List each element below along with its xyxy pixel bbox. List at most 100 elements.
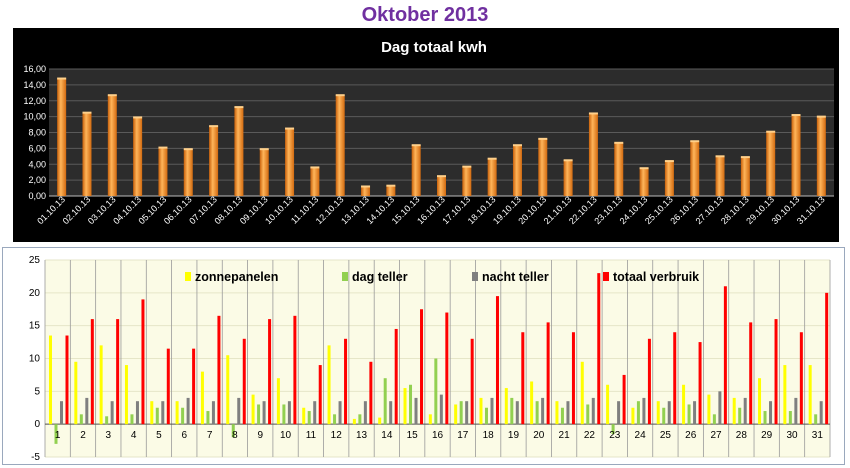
bar-nacht_teller (642, 397, 646, 425)
y-tick-label: 0,00 (28, 191, 46, 201)
bar (437, 176, 446, 196)
bar-totaal_verbruik (571, 332, 575, 425)
x-tick-label: 26 (685, 430, 697, 441)
bar (563, 160, 573, 196)
bar-totaal_verbruik (90, 319, 94, 425)
bar-cap (664, 160, 674, 163)
bar-zonnepanelen (124, 365, 128, 425)
x-tick-label: 28 (736, 430, 748, 441)
daily-total-chart: Dag totaal kwh 0,00 2,00 4,00 6,00 8,00 10,00… (13, 28, 839, 242)
bar-totaal_verbruik (521, 332, 525, 425)
bar-totaal_verbruik (344, 338, 348, 425)
bar-nacht_teller (313, 401, 317, 425)
bar-nacht_teller (718, 391, 722, 425)
bar-dag_teller (358, 414, 362, 425)
bar-dag_teller (130, 414, 134, 425)
bar-totaal_verbruik (749, 322, 753, 425)
y-tick-label: -5 (31, 452, 40, 463)
bar-dag_teller (662, 407, 666, 425)
y-tick-label: 25 (29, 255, 41, 266)
bar-dag_teller (181, 407, 185, 425)
bar-nacht_teller (110, 401, 114, 425)
legend-label-nacht_teller: nacht teller (482, 270, 549, 284)
x-tick-label: 16 (432, 430, 444, 441)
y-tick-label: 14,00 (23, 80, 46, 90)
bar-nacht_teller (287, 401, 291, 425)
bar-zonnepanelen (378, 417, 382, 425)
bar-cap (259, 148, 269, 151)
bar-dag_teller (636, 401, 640, 425)
x-tick-label: 24 (635, 430, 647, 441)
x-tick-label: 19 (508, 430, 520, 441)
bar-nacht_teller (617, 401, 621, 425)
bar-zonnepanelen (479, 397, 483, 425)
bar-dag_teller (409, 384, 413, 425)
x-tick-label: 14 (381, 430, 393, 441)
bar (285, 128, 295, 196)
bar-nacht_teller (85, 397, 89, 425)
bar-totaal_verbruik (698, 342, 702, 425)
y-tick-label: 2,00 (28, 175, 46, 185)
bar-totaal_verbruik (268, 319, 272, 425)
bar-totaal_verbruik (192, 348, 196, 425)
bar-dag_teller (687, 404, 691, 425)
x-tick-label: 8 (232, 430, 238, 441)
bar-dag_teller (535, 401, 539, 425)
bar (816, 116, 826, 196)
bar (690, 141, 700, 196)
bar-cap (361, 185, 371, 188)
bar (335, 95, 345, 196)
legend-label-totaal_verbruik: totaal verbruik (613, 270, 699, 284)
bar-zonnepanelen (175, 401, 179, 425)
bar-nacht_teller (819, 401, 823, 425)
bar-zonnepanelen (555, 401, 559, 425)
bar-zonnepanelen (200, 371, 204, 425)
bar-zonnepanelen (631, 407, 635, 425)
bar-totaal_verbruik (217, 315, 221, 425)
y-tick-label: 20 (29, 288, 41, 299)
bar (183, 149, 193, 196)
bar (209, 126, 219, 196)
bar-totaal_verbruik (774, 319, 778, 425)
bar-cap (512, 144, 522, 147)
bar (259, 149, 269, 196)
bar-zonnepanelen (783, 365, 787, 425)
bar-nacht_teller (566, 401, 570, 425)
x-tick-label: 27 (710, 430, 722, 441)
bar-nacht_teller (769, 401, 773, 425)
bar-zonnepanelen (99, 345, 103, 425)
bar (639, 168, 649, 196)
bar-nacht_teller (389, 401, 393, 425)
bar-cap (462, 165, 472, 168)
bar-totaal_verbruik (647, 338, 651, 425)
bar-totaal_verbruik (825, 292, 829, 425)
bar (766, 131, 776, 196)
bar-totaal_verbruik (318, 365, 322, 425)
y-tick-label: 0 (34, 419, 40, 430)
bar-dag_teller (383, 378, 387, 425)
bar-dag_teller (560, 407, 564, 425)
bar-cap (639, 167, 649, 170)
bar-cap (285, 127, 295, 130)
x-tick-label: 3 (106, 430, 112, 441)
x-tick-label: 2 (80, 430, 86, 441)
bar-zonnepanelen (226, 355, 230, 425)
bar (614, 142, 624, 196)
y-tick-label: 16,00 (23, 64, 46, 74)
bar-dag_teller (307, 411, 311, 425)
y-tick-label: 12,00 (23, 96, 46, 106)
bar-totaal_verbruik (470, 338, 474, 425)
bar (361, 186, 371, 196)
bar-zonnepanelen (74, 361, 78, 425)
bar-cap (588, 112, 598, 115)
bar-cap (183, 148, 193, 151)
bar-cap (563, 159, 573, 162)
bar-nacht_teller (591, 397, 595, 425)
bar-nacht_teller (490, 397, 494, 425)
bar (386, 185, 396, 196)
bar-zonnepanelen (656, 401, 660, 425)
bar (310, 167, 320, 196)
y-tick-label: 15 (29, 321, 41, 332)
bar-dag_teller (484, 407, 488, 425)
